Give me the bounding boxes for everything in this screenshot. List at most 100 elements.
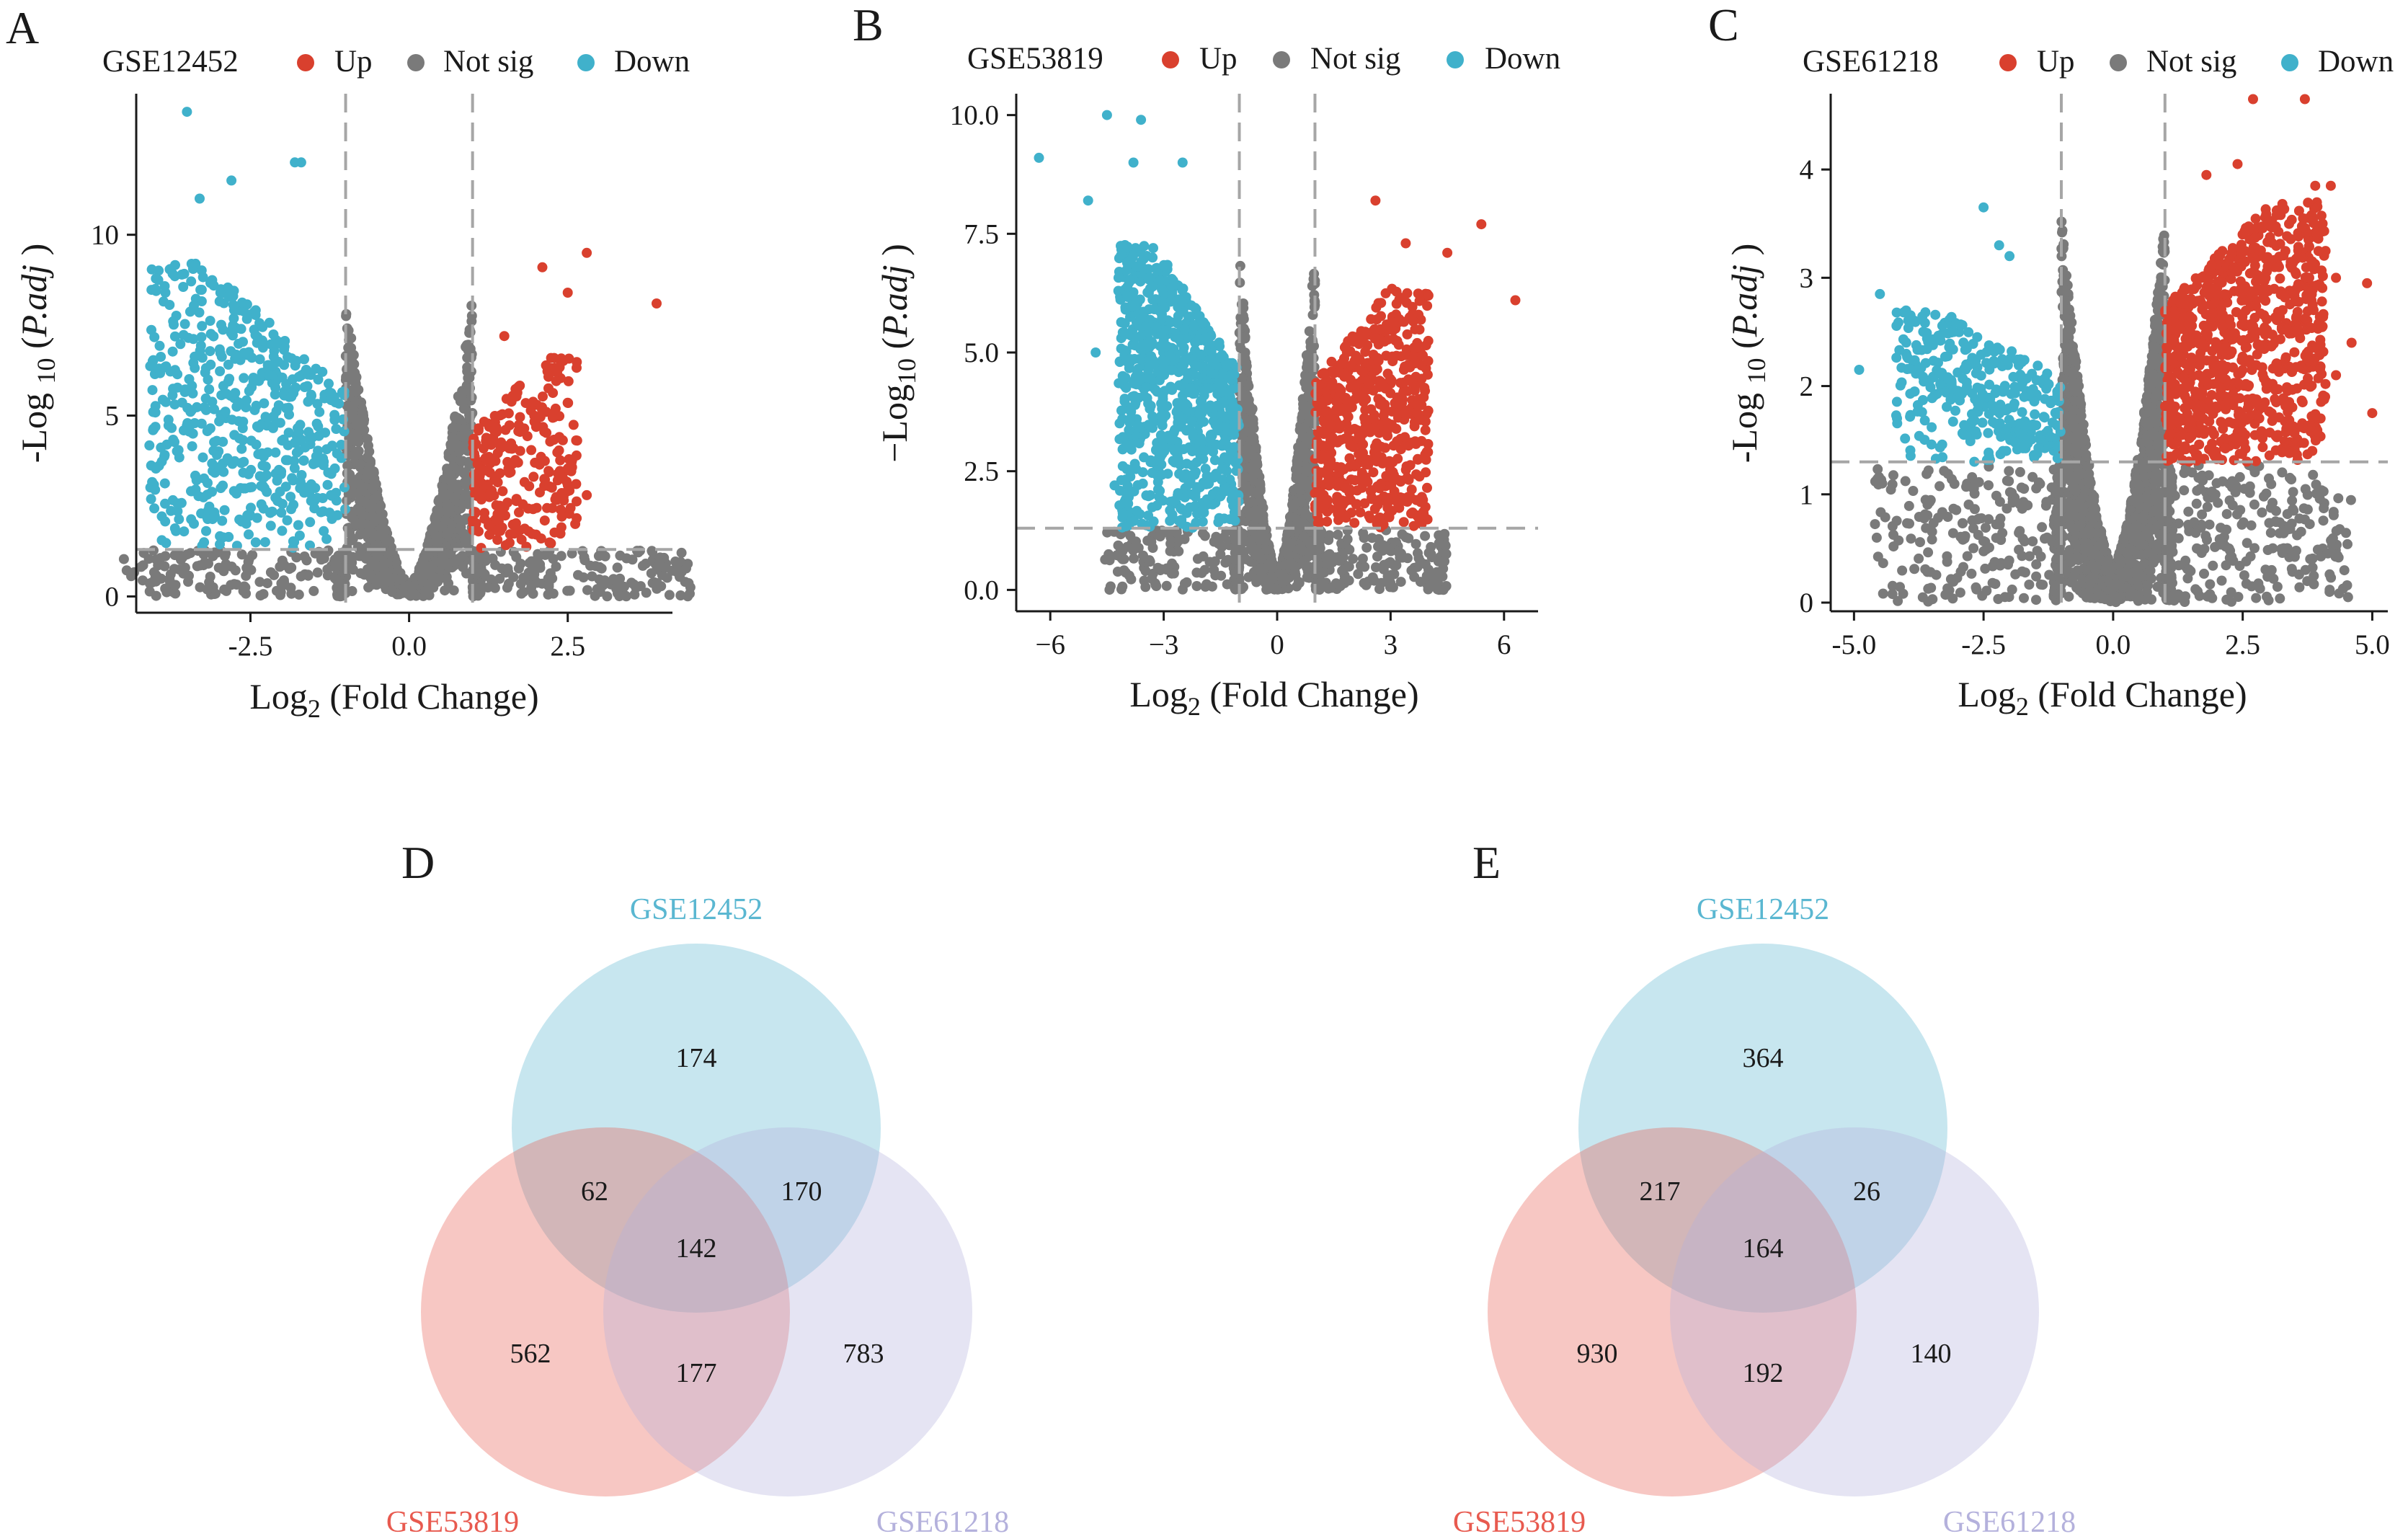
- point-not-sig: [442, 507, 453, 518]
- point-down: [1163, 430, 1173, 441]
- point-up: [582, 489, 592, 500]
- point-down: [182, 107, 192, 117]
- point-down: [291, 355, 302, 366]
- point-up: [557, 435, 568, 445]
- point-not-sig: [1420, 531, 1431, 541]
- point-not-sig: [1316, 577, 1327, 588]
- point-not-sig: [578, 572, 589, 582]
- point-up: [497, 522, 507, 533]
- point-not-sig: [1431, 575, 1441, 585]
- point-down: [313, 374, 324, 385]
- point-down: [175, 339, 186, 350]
- point-up: [502, 456, 513, 467]
- point-not-sig: [1140, 582, 1151, 593]
- point-not-sig: [394, 574, 404, 585]
- point-down: [1199, 317, 1209, 328]
- point-down: [321, 533, 332, 544]
- point-down: [1122, 291, 1133, 302]
- point-up: [582, 247, 592, 258]
- point-not-sig: [135, 562, 146, 572]
- point-not-sig: [443, 527, 454, 538]
- point-down: [1167, 510, 1178, 520]
- panel-letter-a: A: [6, 2, 39, 53]
- point-up: [1366, 314, 1377, 324]
- point-up: [497, 486, 508, 497]
- point-not-sig: [454, 524, 464, 535]
- point-not-sig: [332, 561, 342, 572]
- point-up: [1400, 409, 1410, 419]
- point-down: [218, 436, 228, 447]
- point-down: [1134, 438, 1145, 448]
- point-not-sig: [226, 580, 236, 590]
- point-down: [277, 372, 288, 383]
- point-not-sig: [611, 581, 622, 592]
- point-not-sig: [334, 578, 345, 588]
- point-not-sig: [448, 585, 459, 596]
- point-down: [1158, 394, 1168, 404]
- point-down: [207, 487, 217, 497]
- point-up: [563, 398, 574, 408]
- point-up: [490, 456, 501, 466]
- point-not-sig: [577, 546, 588, 556]
- point-down: [264, 369, 275, 380]
- point-down: [270, 492, 281, 503]
- point-up: [556, 522, 567, 533]
- point-down: [246, 502, 256, 513]
- point-not-sig: [582, 585, 592, 595]
- point-up: [541, 407, 551, 417]
- point-down: [1176, 504, 1187, 515]
- point-not-sig: [308, 585, 319, 596]
- point-not-sig: [1151, 581, 1162, 591]
- point-down: [244, 482, 255, 493]
- point-not-sig: [355, 479, 365, 490]
- point-up: [515, 427, 525, 438]
- point-not-sig: [381, 558, 391, 569]
- point-down: [1119, 345, 1130, 356]
- point-down: [246, 435, 257, 446]
- point-down: [1191, 482, 1202, 492]
- point-down: [215, 539, 225, 550]
- point-down: [1127, 251, 1138, 262]
- point-up: [526, 445, 537, 456]
- point-up: [571, 479, 582, 489]
- y-axis-title: -Log 10 (P.adj ): [14, 244, 61, 464]
- point-not-sig: [1423, 584, 1434, 595]
- point-up: [543, 466, 554, 476]
- point-not-sig: [1201, 579, 1212, 590]
- legend-dataset-title: GSE12452: [102, 45, 239, 79]
- point-up: [1414, 324, 1425, 335]
- point-down: [189, 518, 199, 529]
- point-up: [544, 537, 555, 548]
- point-up: [514, 507, 524, 518]
- point-not-sig: [356, 519, 367, 530]
- point-up: [1333, 515, 1343, 525]
- point-not-sig: [1359, 562, 1370, 572]
- point-up: [538, 391, 548, 402]
- point-up: [536, 533, 546, 544]
- point-down: [329, 463, 340, 474]
- point-up: [513, 381, 524, 392]
- point-down: [1214, 338, 1225, 349]
- point-up: [479, 513, 490, 524]
- point-not-sig: [1410, 538, 1421, 549]
- point-up: [511, 496, 522, 507]
- point-down: [208, 280, 219, 291]
- point-down: [234, 433, 245, 444]
- point-down: [248, 376, 259, 387]
- point-not-sig: [556, 551, 567, 562]
- point-not-sig: [439, 492, 450, 503]
- point-up: [537, 262, 548, 272]
- point-down: [215, 347, 226, 358]
- point-down: [260, 461, 271, 472]
- point-not-sig: [1251, 577, 1262, 587]
- point-not-sig: [368, 466, 379, 477]
- point-down: [1177, 297, 1188, 308]
- point-not-sig: [303, 569, 314, 580]
- point-down: [169, 523, 180, 533]
- point-up: [511, 391, 522, 402]
- point-not-sig: [652, 578, 662, 588]
- point-not-sig: [1116, 584, 1127, 595]
- point-up: [1343, 412, 1354, 422]
- point-not-sig: [1266, 572, 1277, 582]
- point-down: [1130, 371, 1141, 382]
